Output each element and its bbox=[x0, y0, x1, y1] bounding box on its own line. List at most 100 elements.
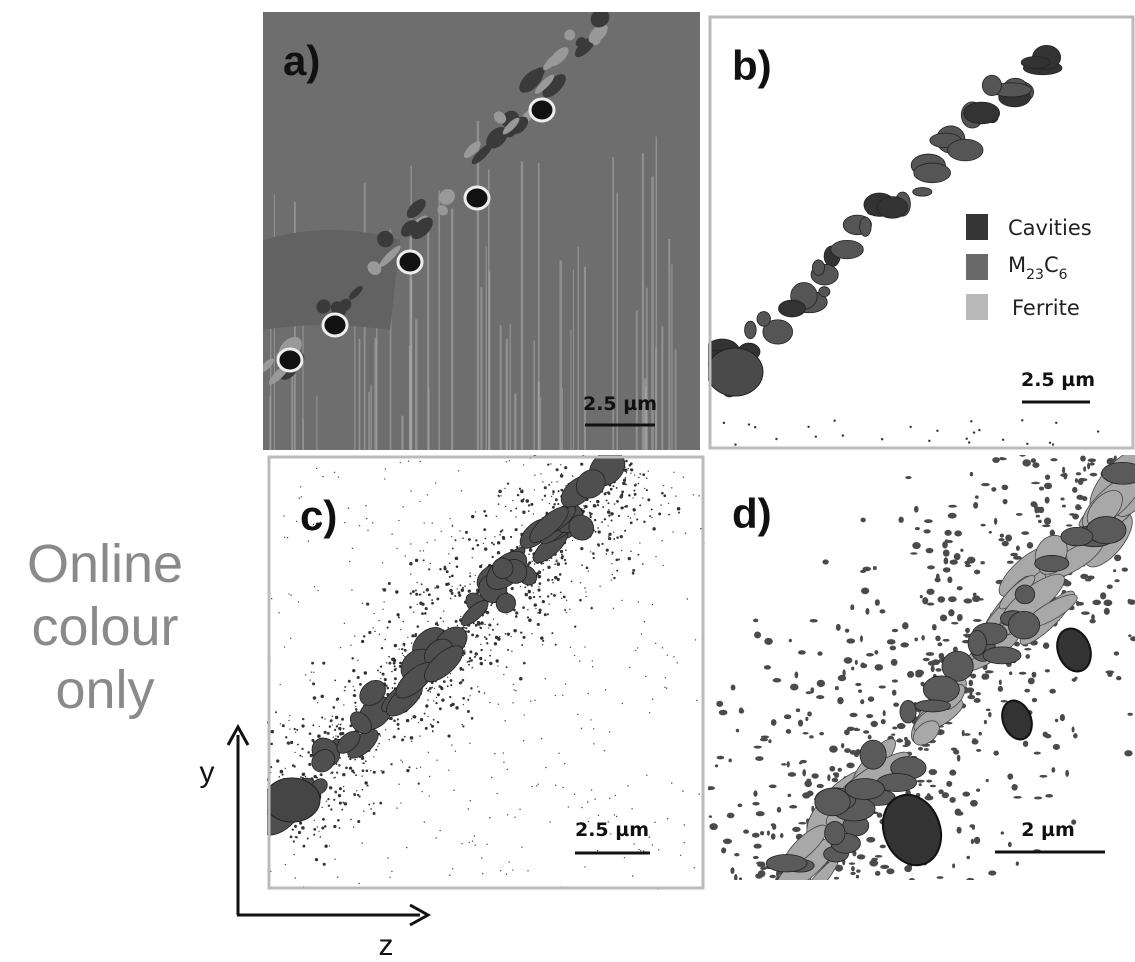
precipitate bbox=[368, 803, 371, 806]
precipitate bbox=[344, 521, 346, 524]
precipitate bbox=[838, 883, 843, 886]
precipitate bbox=[449, 679, 453, 682]
particle bbox=[379, 245, 401, 268]
precipitate bbox=[1021, 397, 1029, 401]
precipitate bbox=[422, 559, 425, 562]
precipitate bbox=[408, 766, 411, 769]
dot bbox=[833, 419, 836, 422]
precipitate bbox=[342, 789, 345, 793]
precipitate bbox=[618, 558, 621, 561]
precipitate bbox=[402, 642, 406, 646]
precipitate bbox=[829, 765, 836, 772]
precipitate bbox=[304, 775, 307, 778]
precipitate bbox=[1013, 555, 1022, 560]
precipitate bbox=[872, 565, 877, 571]
precipitate bbox=[823, 942, 829, 947]
precipitate bbox=[402, 620, 405, 623]
precipitate bbox=[767, 895, 775, 898]
precipitate bbox=[547, 463, 550, 466]
precipitate bbox=[504, 632, 507, 635]
precipitate bbox=[440, 530, 442, 532]
precipitate bbox=[423, 712, 426, 715]
precipitate bbox=[643, 850, 645, 852]
precipitate bbox=[822, 559, 829, 565]
precipitate bbox=[401, 761, 404, 763]
precipitate bbox=[492, 618, 495, 620]
precipitate bbox=[445, 570, 449, 574]
precipitate bbox=[357, 659, 359, 661]
precipitate bbox=[383, 601, 385, 603]
precipitate bbox=[817, 651, 823, 656]
precipitate bbox=[818, 935, 824, 941]
precipitate bbox=[910, 552, 918, 555]
precipitate bbox=[413, 715, 417, 719]
legend: Cavities M23C6 Ferrite bbox=[966, 214, 1092, 320]
precipitate bbox=[460, 615, 462, 618]
precipitate bbox=[738, 879, 743, 880]
precipitate bbox=[498, 496, 500, 498]
precipitate bbox=[804, 779, 812, 788]
precipitate bbox=[470, 659, 473, 662]
precipitate bbox=[624, 529, 627, 532]
precipitate bbox=[352, 826, 355, 828]
precipitate bbox=[977, 417, 986, 421]
precipitate bbox=[676, 506, 681, 511]
precipitate bbox=[527, 589, 532, 594]
precipitate bbox=[528, 548, 533, 552]
precipitate bbox=[401, 652, 404, 655]
precipitate bbox=[551, 632, 554, 635]
axis-label: y bbox=[200, 756, 215, 789]
precipitate bbox=[768, 898, 776, 905]
precipitate bbox=[393, 643, 398, 648]
precipitate bbox=[312, 724, 315, 727]
precipitate bbox=[592, 503, 597, 508]
precipitate bbox=[1121, 567, 1128, 572]
precipitate bbox=[507, 648, 510, 651]
precipitate bbox=[980, 561, 985, 565]
precipitate bbox=[594, 798, 596, 800]
carbide bbox=[912, 187, 933, 197]
precipitate bbox=[943, 557, 949, 565]
precipitate bbox=[683, 842, 685, 844]
precipitate bbox=[431, 686, 434, 689]
dot bbox=[1051, 443, 1055, 446]
precipitate bbox=[333, 798, 336, 801]
precipitate bbox=[515, 507, 518, 510]
precipitate bbox=[379, 665, 383, 668]
precipitate bbox=[478, 690, 481, 693]
carbide bbox=[914, 699, 951, 713]
precipitate bbox=[404, 555, 406, 557]
precipitate bbox=[1130, 636, 1135, 642]
precipitate bbox=[435, 702, 438, 705]
precipitate bbox=[278, 776, 281, 778]
precipitate bbox=[411, 590, 415, 593]
precipitate bbox=[636, 518, 639, 521]
precipitate bbox=[472, 622, 475, 625]
precipitate bbox=[587, 820, 590, 823]
precipitate bbox=[791, 925, 800, 928]
precipitate bbox=[1014, 641, 1020, 647]
precipitate bbox=[621, 702, 624, 705]
precipitate bbox=[569, 608, 571, 611]
precipitate bbox=[876, 812, 883, 818]
precipitate bbox=[625, 504, 628, 508]
precipitate bbox=[891, 733, 896, 736]
scale-label: 2.5 µm bbox=[575, 819, 649, 841]
precipitate bbox=[402, 654, 404, 657]
precipitate bbox=[632, 508, 636, 512]
precipitate bbox=[634, 483, 637, 487]
precipitate bbox=[522, 464, 525, 466]
precipitate bbox=[438, 685, 442, 688]
precipitate bbox=[628, 494, 631, 497]
precipitate bbox=[415, 767, 418, 770]
precipitate bbox=[565, 549, 567, 552]
precipitate bbox=[288, 743, 290, 746]
precipitate bbox=[391, 670, 393, 673]
precipitate bbox=[302, 844, 306, 848]
precipitate bbox=[557, 502, 560, 506]
precipitate bbox=[508, 861, 510, 863]
precipitate bbox=[297, 601, 300, 603]
precipitate bbox=[614, 794, 616, 797]
precipitate bbox=[327, 804, 331, 807]
precipitate bbox=[336, 876, 339, 878]
